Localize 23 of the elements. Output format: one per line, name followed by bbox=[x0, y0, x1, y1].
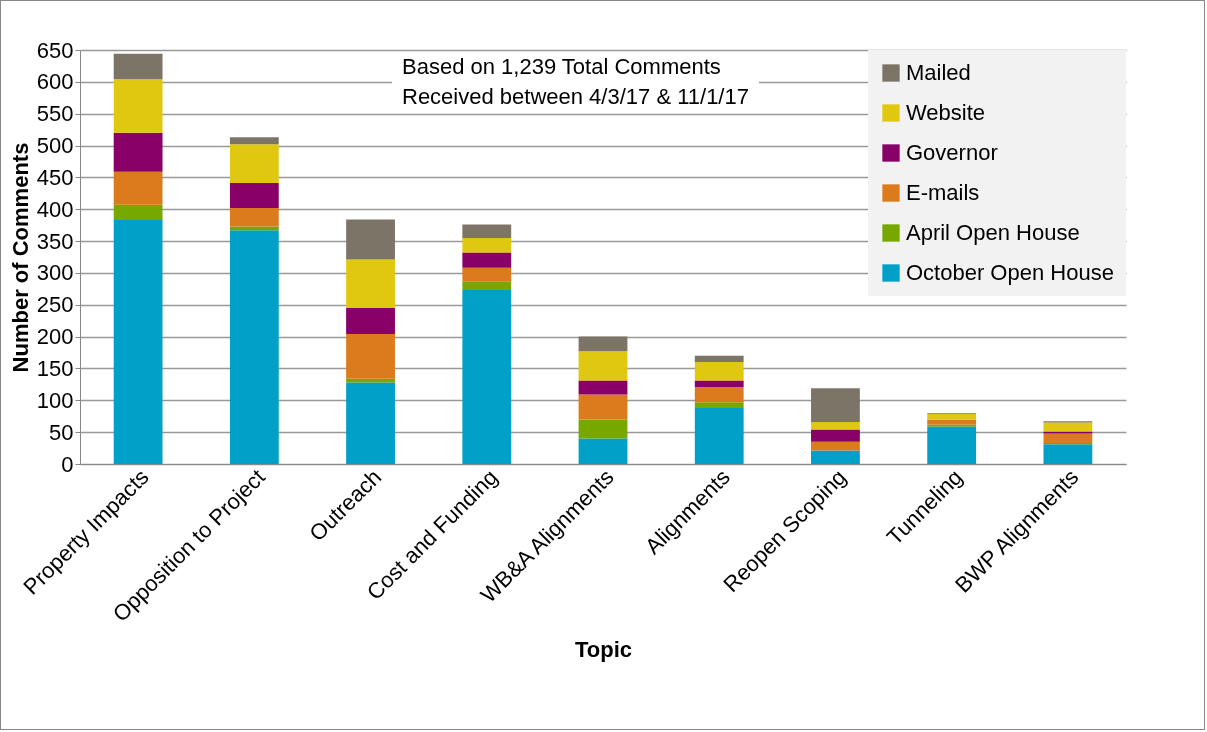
y-tick-label: 500 bbox=[36, 133, 74, 159]
annotation: Based on 1,239 Total Comments Received between 4/3/17 & 11/1/17 bbox=[392, 52, 759, 112]
legend-label: October Open House bbox=[906, 260, 1114, 285]
y-tick-label: 300 bbox=[36, 260, 74, 286]
y-tick-label: 350 bbox=[36, 228, 74, 254]
y-tick-label: 600 bbox=[36, 69, 74, 95]
legend-label: Website bbox=[906, 100, 986, 125]
y-tick-label: 650 bbox=[36, 37, 74, 63]
legend-label: April Open House bbox=[906, 220, 1080, 245]
x-axis-title: Topic bbox=[574, 636, 633, 662]
y-tick-label: 100 bbox=[36, 387, 74, 413]
legend-label: Governor bbox=[906, 140, 998, 165]
y-axis-title: Number of Comments bbox=[7, 142, 33, 373]
y-tick-label: 450 bbox=[36, 164, 74, 190]
y-tick-label: 250 bbox=[36, 292, 74, 318]
y-tick-label: 200 bbox=[36, 324, 74, 350]
y-tick-label: 550 bbox=[36, 101, 74, 127]
y-tick-label: 0 bbox=[61, 451, 74, 477]
y-tick-label: 150 bbox=[36, 355, 74, 381]
legend-label: E-mails bbox=[906, 180, 980, 205]
y-tick-label: 400 bbox=[36, 196, 74, 222]
legend-label: Mailed bbox=[906, 60, 971, 85]
y-tick-label: 50 bbox=[49, 419, 74, 445]
